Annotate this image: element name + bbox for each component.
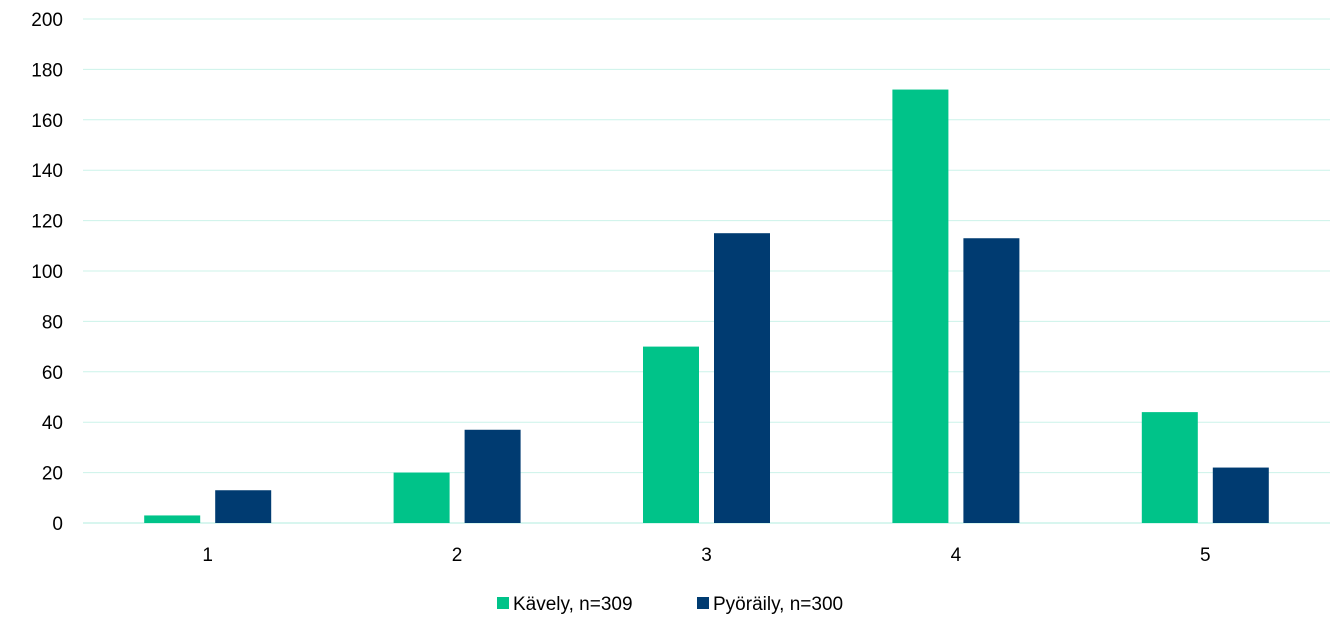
legend-swatch-kavely xyxy=(497,597,509,609)
bars xyxy=(144,89,1269,524)
gridlines xyxy=(83,18,1330,474)
y-tick-label: 20 xyxy=(42,464,63,485)
x-tick-label: 2 xyxy=(452,545,463,566)
bar-kavely-2 xyxy=(393,472,450,523)
bar-pyoraily-1 xyxy=(215,490,272,523)
x-tick-label: 4 xyxy=(951,545,962,566)
bar-pyoraily-5 xyxy=(1212,467,1269,523)
legend: Kävely, n=309 Pyöräily, n=300 xyxy=(497,594,843,615)
legend-label-kavely: Kävely, n=309 xyxy=(513,594,633,615)
x-tick-label: 3 xyxy=(701,545,712,566)
y-tick-label: 60 xyxy=(42,363,63,384)
bar-kavely-4 xyxy=(892,89,949,523)
x-tick-label: 5 xyxy=(1200,545,1211,566)
y-tick-label: 80 xyxy=(42,312,63,333)
tick-labels: 0 20 40 60 80 100 120 140 160 180 200 1 2 3 4 5 xyxy=(31,10,1210,566)
x-tick-label: 1 xyxy=(202,545,213,566)
y-tick-label: 40 xyxy=(42,413,63,434)
y-tick-label: 200 xyxy=(31,10,63,31)
legend-swatch-pyoraily xyxy=(697,597,709,609)
y-tick-label: 120 xyxy=(31,212,63,233)
bar-pyoraily-2 xyxy=(464,429,521,523)
y-tick-label: 100 xyxy=(31,262,63,283)
bar-pyoraily-3 xyxy=(714,233,770,523)
bar-kavely-1 xyxy=(144,515,201,523)
y-tick-label: 180 xyxy=(31,60,63,81)
y-tick-label: 0 xyxy=(52,514,63,535)
legend-label-pyoraily: Pyöräily, n=300 xyxy=(713,594,843,615)
bar-kavely-5 xyxy=(1141,412,1198,523)
y-tick-label: 160 xyxy=(31,111,63,132)
y-tick-label: 140 xyxy=(31,161,63,182)
bar-pyoraily-4 xyxy=(963,238,1020,524)
bar-kavely-3 xyxy=(643,346,699,523)
